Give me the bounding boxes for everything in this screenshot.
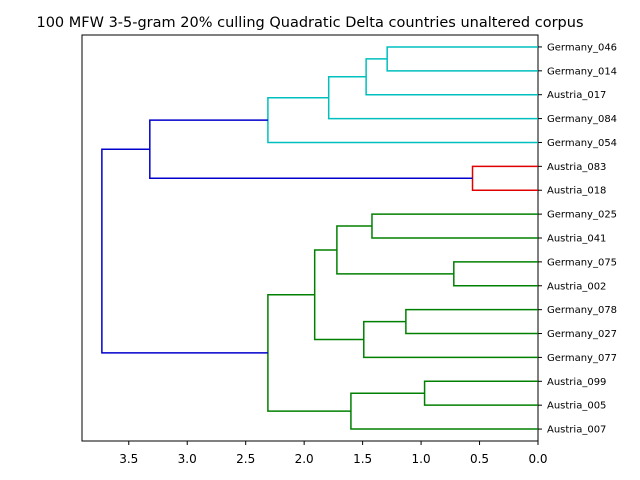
leaf-labels: Germany_046 Germany_014 Austria_017 Germany… <box>538 42 617 436</box>
leaf-label: Germany_014 <box>547 66 617 77</box>
leaf-label: Germany_075 <box>547 257 617 268</box>
leaf-label: Germany_054 <box>547 138 617 149</box>
leaf-label: Austria_002 <box>547 281 606 292</box>
link-g5 <box>363 320 538 359</box>
x-tick-label: 3.0 <box>178 452 197 466</box>
leaf-label: Germany_046 <box>547 42 617 53</box>
dendrogram-links <box>101 46 538 430</box>
leaf-label: Austria_099 <box>547 377 606 388</box>
link-c2 <box>365 58 538 96</box>
link-g8 <box>350 392 538 430</box>
chart-title: 100 MFW 3-5-gram 20% culling Quadratic D… <box>36 15 583 31</box>
leaf-label: Germany_077 <box>547 353 617 364</box>
link-b2 <box>101 148 268 354</box>
leaf-label: Germany_027 <box>547 329 617 340</box>
leaf-label: Austria_041 <box>547 234 606 245</box>
leaf-label: Austria_017 <box>547 90 606 101</box>
link-g3 <box>336 225 454 275</box>
link-g6 <box>313 249 364 341</box>
link-g4 <box>405 308 538 335</box>
link-c4 <box>267 96 538 144</box>
x-tick-label: 0.0 <box>528 452 547 466</box>
link-g9 <box>267 293 351 412</box>
link-b1 <box>149 119 473 180</box>
link-r1 <box>471 165 538 191</box>
x-tick-label: 1.5 <box>353 452 372 466</box>
leaf-label: Austria_007 <box>547 425 606 436</box>
leaf-label: Germany_025 <box>547 210 617 221</box>
x-tick-label: 2.5 <box>236 452 255 466</box>
leaf-label: Germany_084 <box>547 114 617 125</box>
x-tick-label: 0.5 <box>470 452 489 466</box>
link-g1 <box>371 213 538 239</box>
leaf-label: Austria_018 <box>547 186 606 197</box>
leaf-label: Austria_005 <box>547 401 606 412</box>
leaf-label: Germany_078 <box>547 305 617 316</box>
link-c1 <box>386 46 538 72</box>
x-tick-label: 3.5 <box>119 452 138 466</box>
link-g7 <box>423 380 538 406</box>
x-tick-label: 1.0 <box>412 452 431 466</box>
link-c3 <box>327 76 538 120</box>
x-axis-ticks: 3.5 3.0 2.5 2.0 1.5 1.0 0.5 0.0 <box>119 441 548 466</box>
link-g2 <box>453 261 538 287</box>
leaf-label: Austria_083 <box>547 162 606 173</box>
x-tick-label: 2.0 <box>295 452 314 466</box>
